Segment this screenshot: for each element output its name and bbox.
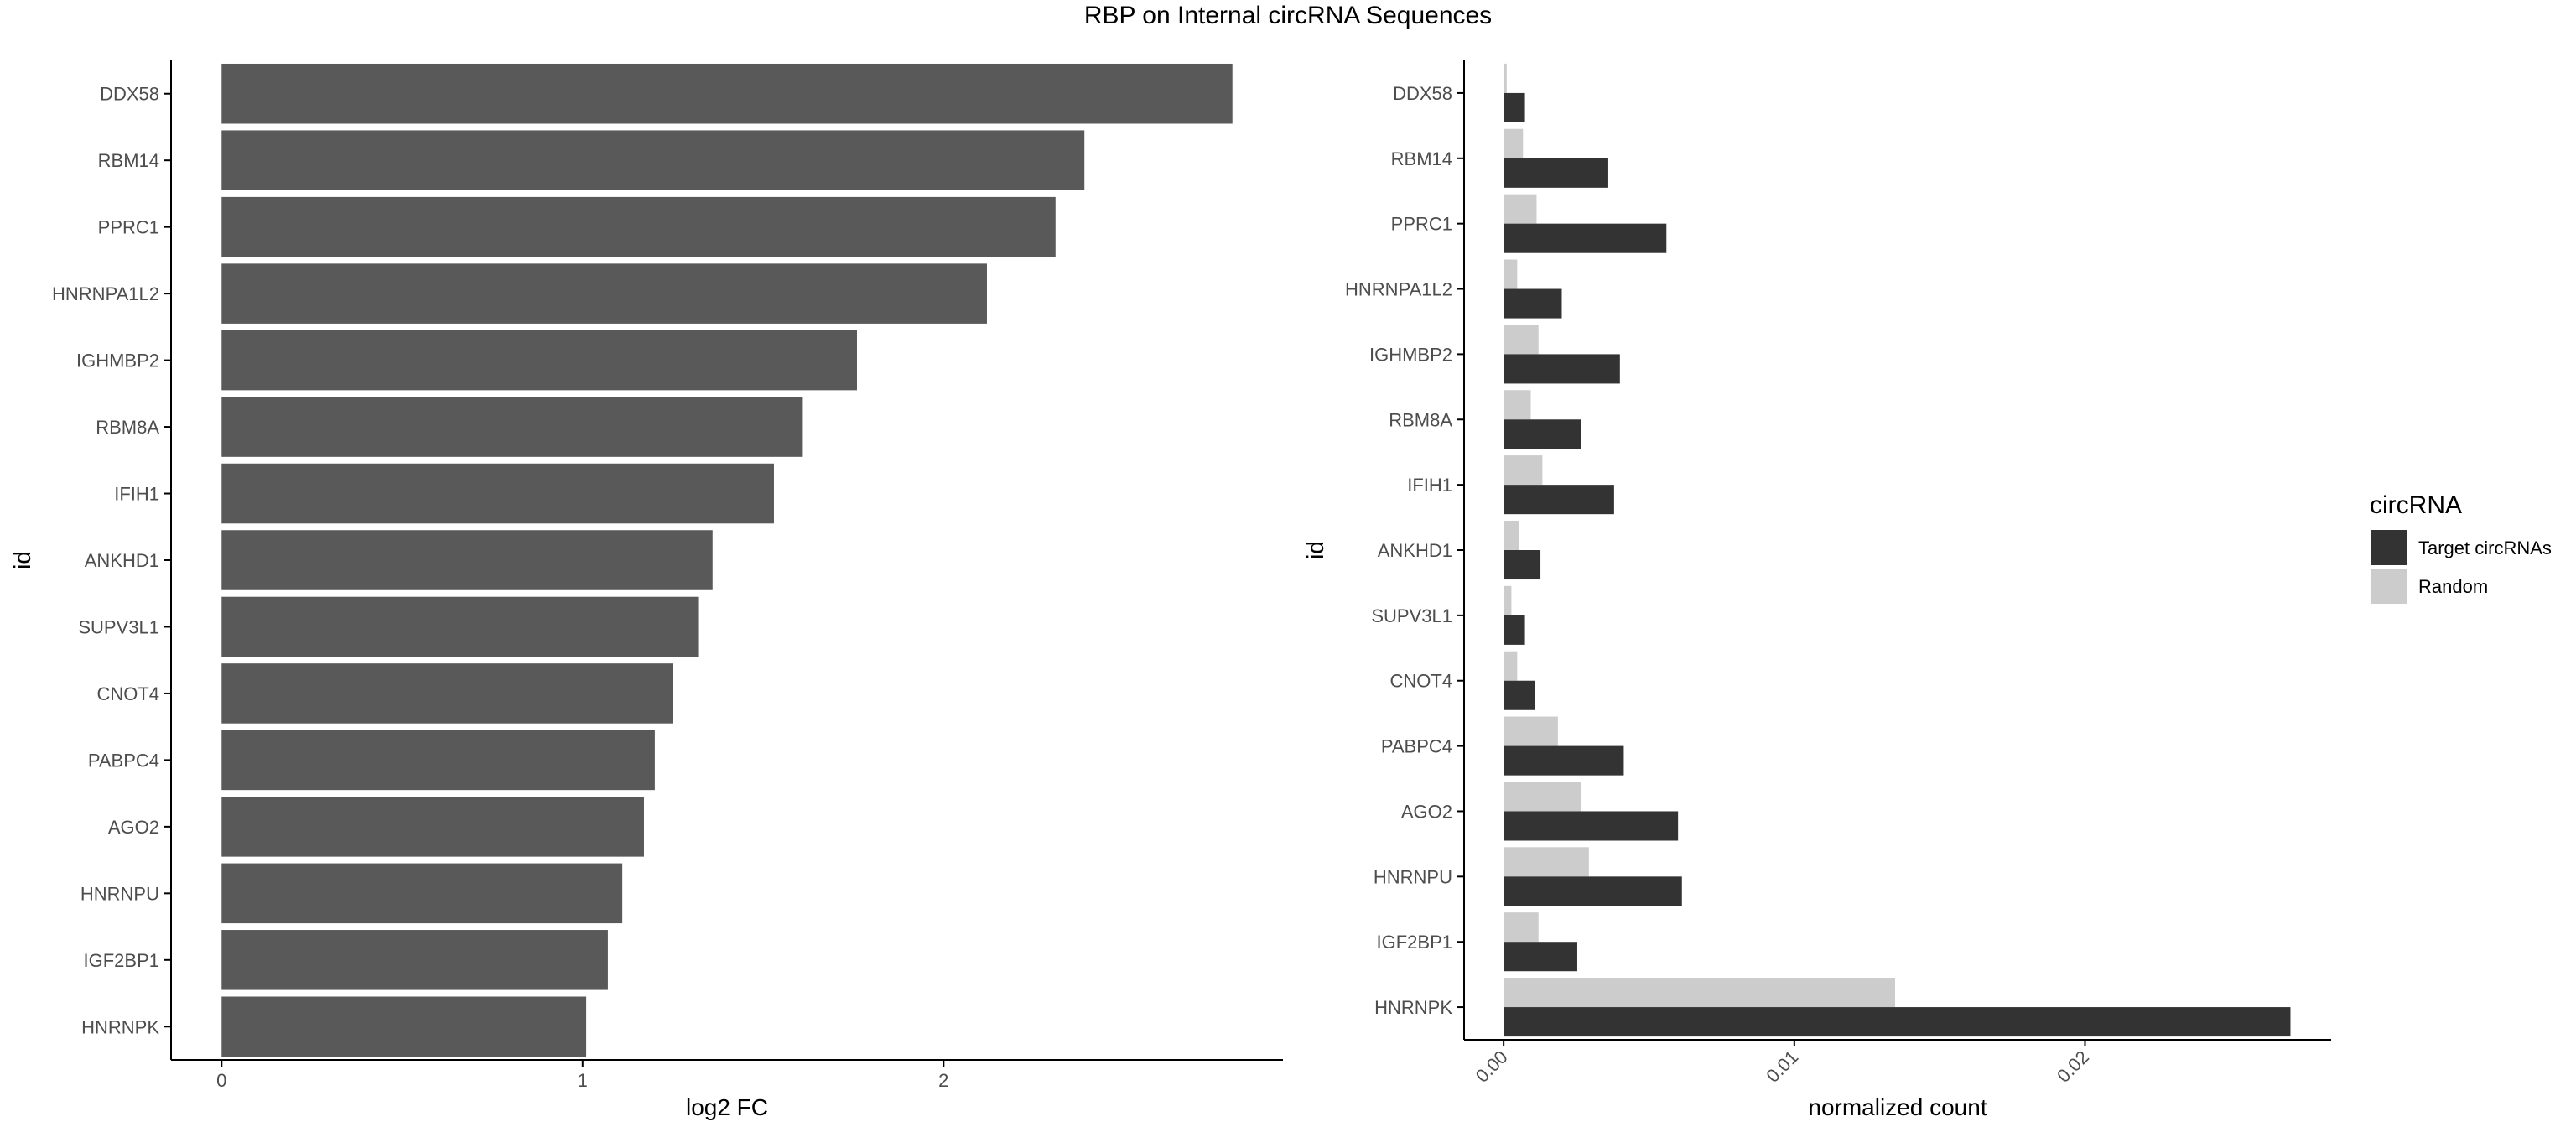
- legend-label-random: Random: [2418, 576, 2488, 597]
- legend-swatch-random: [2371, 569, 2407, 604]
- bar-target: [1504, 942, 1577, 972]
- bar-target: [1504, 223, 1667, 253]
- bar-random: [1504, 782, 1581, 812]
- bar-target: [1504, 745, 1624, 776]
- legend-label-target: Target circRNAs: [2418, 538, 2552, 558]
- bar-random: [1504, 128, 1524, 158]
- legend-title: circRNA: [2370, 491, 2462, 519]
- y-tick-label: IGHMBP2: [1369, 344, 1452, 365]
- bar-random: [1504, 194, 1537, 224]
- x-tick-label: 0: [216, 1070, 226, 1091]
- y-tick-label: DDX58: [1393, 83, 1452, 104]
- y-tick-label: PABPC4: [1381, 736, 1452, 757]
- y-tick-label: SUPV3L1: [1371, 605, 1452, 626]
- bar-log2fc: [221, 730, 655, 791]
- bar-log2fc: [221, 330, 857, 391]
- bar-target: [1504, 615, 1525, 645]
- bar-log2fc: [221, 196, 1056, 257]
- y-axis-title: id: [1302, 541, 1328, 559]
- x-tick-label: 0.02: [2053, 1046, 2093, 1087]
- bar-target: [1504, 92, 1525, 122]
- bar-random: [1504, 912, 1539, 943]
- bar-target: [1504, 876, 1682, 906]
- bar-random: [1504, 455, 1543, 486]
- y-tick-label: CNOT4: [1389, 671, 1452, 692]
- y-tick-label: RBM14: [1391, 148, 1452, 169]
- bar-log2fc: [221, 397, 803, 457]
- y-tick-label: SUPV3L1: [78, 616, 159, 637]
- y-tick-label: RBM8A: [1389, 409, 1452, 430]
- y-tick-label: HNRNPA1L2: [1345, 279, 1452, 300]
- y-tick-label: CNOT4: [96, 683, 159, 704]
- y-tick-label: HNRNPA1L2: [52, 283, 159, 304]
- y-tick-label: IFIH1: [114, 484, 159, 505]
- bar-random: [1504, 978, 1895, 1008]
- x-tick-label: 2: [938, 1070, 948, 1091]
- bar-random: [1504, 651, 1518, 681]
- bar-target: [1504, 811, 1679, 841]
- y-tick-label: ANKHD1: [85, 550, 159, 571]
- x-axis-title: normalized count: [1808, 1094, 1987, 1120]
- bar-target: [1504, 550, 1541, 580]
- legend-swatch-target: [2371, 530, 2407, 565]
- bar-log2fc: [221, 130, 1085, 190]
- y-tick-label: RBM8A: [96, 417, 159, 438]
- bar-log2fc: [221, 463, 774, 524]
- y-tick-label: HNRNPK: [81, 1016, 159, 1037]
- y-tick-label: AGO2: [1401, 801, 1452, 822]
- y-tick-label: HNRNPU: [80, 883, 159, 904]
- y-tick-label: IFIH1: [1407, 475, 1452, 496]
- bar-log2fc: [221, 996, 587, 1057]
- bar-log2fc: [221, 863, 623, 924]
- bar-target: [1504, 485, 1614, 515]
- y-tick-label: PPRC1: [98, 217, 159, 238]
- bar-random: [1504, 716, 1558, 746]
- bar-log2fc: [221, 930, 608, 990]
- bar-random: [1504, 325, 1539, 355]
- bar-log2fc: [221, 596, 699, 657]
- x-tick-label: 1: [578, 1070, 588, 1091]
- y-tick-label: IGHMBP2: [76, 351, 159, 371]
- y-tick-label: PPRC1: [1391, 214, 1452, 235]
- bar-log2fc: [221, 263, 987, 324]
- bar-random: [1504, 63, 1507, 93]
- y-tick-label: PABPC4: [88, 750, 159, 771]
- bar-target: [1504, 354, 1620, 384]
- y-tick-label: IGF2BP1: [84, 950, 159, 971]
- bar-random: [1504, 259, 1518, 289]
- bar-log2fc: [221, 797, 644, 857]
- bar-target: [1504, 680, 1535, 710]
- bar-log2fc: [221, 63, 1233, 124]
- bar-target: [1504, 419, 1581, 449]
- chart-title: RBP on Internal circRNA Sequences: [1083, 2, 1493, 29]
- y-tick-label: AGO2: [108, 817, 159, 838]
- y-tick-label: DDX58: [100, 84, 159, 105]
- bar-target: [1504, 158, 1608, 188]
- bar-random: [1504, 390, 1531, 420]
- y-tick-label: ANKHD1: [1378, 540, 1452, 561]
- y-axis-title: id: [9, 551, 35, 569]
- x-axis-title: log2 FC: [686, 1094, 768, 1120]
- y-tick-label: IGF2BP1: [1377, 932, 1452, 953]
- bar-target: [1504, 288, 1562, 319]
- bar-random: [1504, 585, 1512, 615]
- bar-log2fc: [221, 530, 713, 590]
- y-tick-label: HNRNPU: [1374, 866, 1452, 887]
- bar-target: [1504, 1007, 2291, 1037]
- x-tick-label: 0.00: [1472, 1046, 1512, 1087]
- y-tick-label: RBM14: [98, 150, 159, 171]
- bar-log2fc: [221, 663, 673, 724]
- bar-random: [1504, 847, 1589, 877]
- bar-random: [1504, 520, 1519, 550]
- x-tick-label: 0.01: [1762, 1046, 1802, 1087]
- y-tick-label: HNRNPK: [1374, 997, 1452, 1018]
